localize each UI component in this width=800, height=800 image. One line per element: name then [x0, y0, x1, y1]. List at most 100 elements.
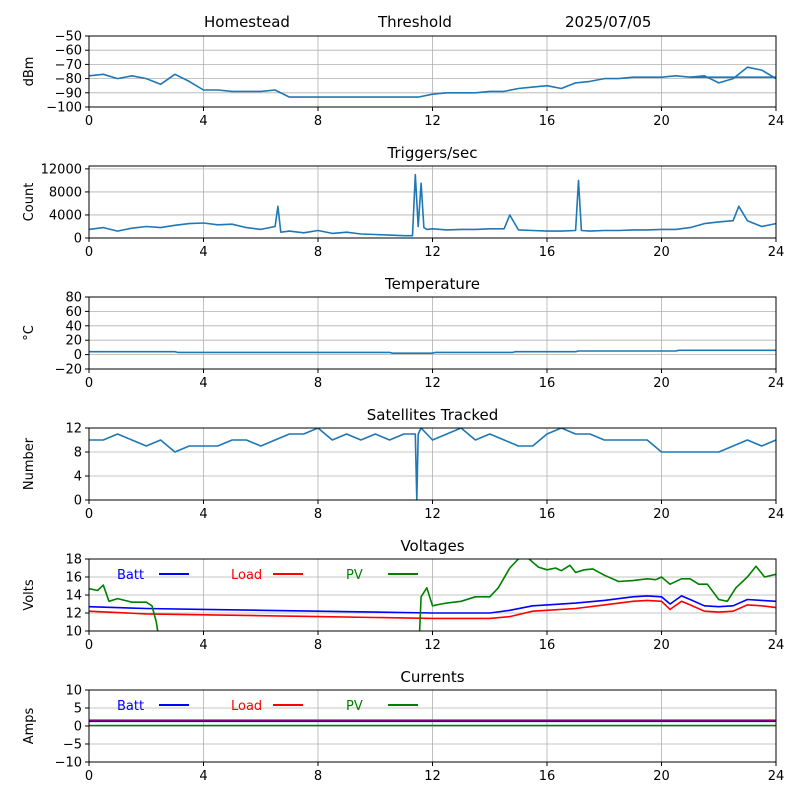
y-axis-label: Amps: [22, 707, 37, 744]
y-axis-label: Number: [22, 437, 37, 490]
y-tick-label: −80: [55, 72, 82, 87]
chart-title: Triggers/sec: [387, 144, 478, 162]
x-tick-label: 8: [314, 245, 322, 260]
x-tick-label: 16: [539, 114, 556, 129]
x-tick-label: 16: [539, 245, 556, 260]
x-tick-label: 12: [424, 638, 441, 653]
x-tick-label: 0: [85, 245, 93, 260]
series-group: [89, 349, 776, 355]
y-tick-label: 4: [74, 470, 82, 485]
y-tick-label: 60: [65, 305, 82, 320]
x-tick-label: 0: [85, 769, 93, 784]
x-tick-label: 20: [653, 638, 670, 653]
x-tick-label: 24: [768, 245, 785, 260]
x-tick-label: 0: [85, 638, 93, 653]
x-tick-label: 4: [199, 245, 207, 260]
series-line-batt-0: [89, 595, 776, 614]
legend-label-pv: PV: [346, 699, 363, 714]
x-tick-label: 8: [314, 507, 322, 522]
y-axis-label: Count: [22, 183, 37, 222]
series-line-pv-2: [89, 584, 159, 631]
y-tick-label: 0: [74, 232, 82, 247]
legend-label-batt: Batt: [117, 699, 144, 714]
series-line-rssi-0: [89, 66, 776, 98]
chart-satellites: 0 4 8 12 16 20 24 0 4 8 12 Satellites Tracked Number: [22, 406, 784, 522]
y-tick-label: 12: [65, 607, 82, 622]
x-tick-label: 20: [653, 769, 670, 784]
y-tick-label: 40: [65, 319, 82, 334]
x-tick-label: 20: [653, 376, 670, 391]
x-tick-label: 12: [424, 114, 441, 129]
x-tick-label: 12: [424, 245, 441, 260]
x-tick-label: 20: [653, 114, 670, 129]
chart-title: Temperature: [384, 275, 480, 293]
header-date: 2025/07/05: [565, 13, 651, 31]
y-tick-label: 16: [65, 571, 82, 586]
y-tick-label: 5: [74, 702, 82, 717]
x-tick-label: 20: [653, 245, 670, 260]
y-tick-label: 20: [65, 334, 82, 349]
chart-title: Voltages: [400, 537, 464, 555]
y-axis-label: Volts: [22, 579, 37, 611]
series-line-satellites-0: [89, 428, 776, 500]
legend-label-load: Load: [231, 568, 262, 583]
series-group: [89, 428, 776, 500]
y-tick-label: 12000: [41, 162, 82, 177]
series-group: [89, 559, 776, 631]
x-tick-label: 4: [199, 507, 207, 522]
chart-title: Satellites Tracked: [367, 406, 498, 424]
x-tick-label: 12: [424, 507, 441, 522]
series-group: [89, 173, 776, 237]
y-tick-label: 4000: [49, 208, 82, 223]
chart-triggers: 0 4 8 12 16 20 24 0 4000 8000 12000 Triggers/sec Cou…: [22, 144, 784, 260]
x-tick-label: 12: [424, 376, 441, 391]
x-tick-label: 8: [314, 114, 322, 129]
y-axis-label: dBm: [22, 57, 37, 87]
series-group: [89, 66, 776, 98]
legend-label-pv: PV: [346, 568, 363, 583]
y-tick-label: 0: [74, 720, 82, 735]
x-tick-label: 16: [539, 376, 556, 391]
x-tick-label: 8: [314, 638, 322, 653]
x-tick-label: 0: [85, 376, 93, 391]
y-tick-label: 80: [65, 291, 82, 306]
y-tick-label: −50: [55, 30, 82, 45]
y-tick-label: −60: [55, 44, 82, 59]
x-tick-label: 8: [314, 376, 322, 391]
legend-label-load: Load: [231, 699, 262, 714]
y-axis-label: °C: [22, 325, 37, 341]
x-tick-label: 24: [768, 114, 785, 129]
y-tick-label: −20: [55, 363, 82, 378]
y-tick-label: 18: [65, 553, 82, 568]
series-line-pv-3: [418, 559, 776, 631]
x-tick-label: 4: [199, 114, 207, 129]
x-tick-label: 0: [85, 507, 93, 522]
y-tick-label: −10: [55, 756, 82, 771]
y-tick-label: 8000: [49, 185, 82, 200]
x-tick-label: 4: [199, 638, 207, 653]
x-tick-label: 24: [768, 376, 785, 391]
y-tick-label: 12: [65, 422, 82, 437]
y-tick-label: −70: [55, 58, 82, 73]
x-tick-label: 12: [424, 769, 441, 784]
series-line-temperature-0: [89, 349, 776, 355]
series-line-load-1: [89, 599, 776, 620]
y-tick-label: −5: [63, 738, 82, 753]
x-tick-label: 4: [199, 769, 207, 784]
y-tick-label: −90: [55, 86, 82, 101]
chart-title: Currents: [400, 668, 464, 686]
chart-voltages: 0 4 8 12 16 20 24 10 12 14 16 18 Voltages Volts Batt Lo…: [22, 537, 784, 653]
x-tick-label: 0: [85, 114, 93, 129]
header-site: Homestead: [204, 13, 290, 31]
header-mode: Threshold: [377, 13, 452, 31]
series-line-triggers-0: [89, 173, 776, 237]
x-tick-label: 4: [199, 376, 207, 391]
x-tick-label: 24: [768, 769, 785, 784]
series-group: [89, 719, 776, 727]
legend-label-batt: Batt: [117, 568, 144, 583]
y-tick-label: 10: [65, 684, 82, 699]
y-tick-label: 0: [74, 494, 82, 509]
y-tick-label: −100: [46, 101, 82, 116]
